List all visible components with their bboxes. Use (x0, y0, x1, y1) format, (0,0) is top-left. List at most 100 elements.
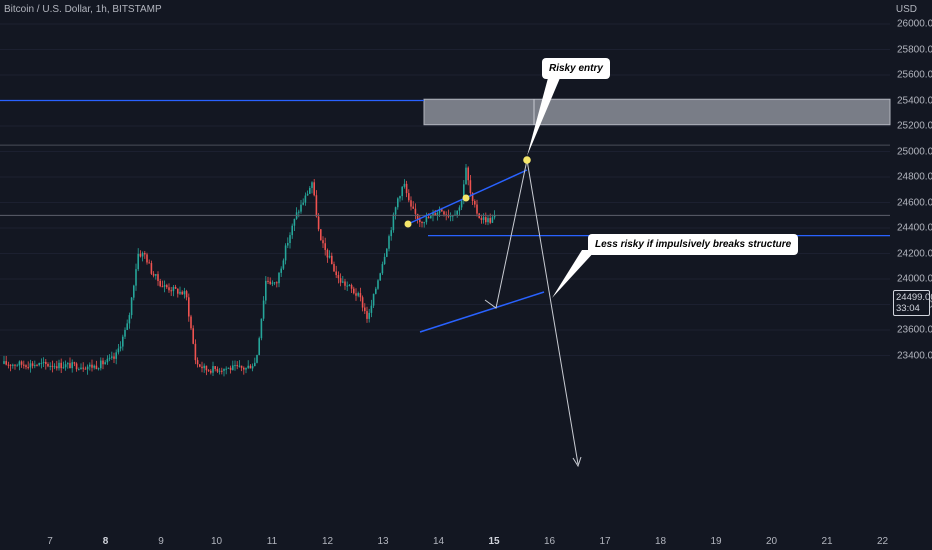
candle-body (229, 367, 232, 370)
x-axis-tick: 11 (266, 536, 278, 547)
candle-body (474, 200, 476, 205)
candle-body (267, 280, 269, 282)
bar-countdown: 33:04 (896, 303, 920, 314)
candle-body (236, 365, 238, 367)
candle-body (58, 362, 60, 369)
candle-body (144, 253, 146, 255)
candle-body (449, 215, 452, 217)
candle-body (280, 268, 282, 273)
candle-body (388, 236, 390, 249)
candle-body (141, 253, 144, 257)
currency-label: USD (895, 4, 917, 15)
y-axis-tick: 25600.00 (897, 69, 932, 81)
candle-body (119, 346, 122, 349)
candle-body (320, 229, 322, 241)
candle-body (480, 218, 483, 220)
candle-body (67, 363, 69, 365)
candle-body (335, 271, 337, 276)
candle-body (342, 281, 344, 283)
last-price-value: 24499.00 (896, 292, 932, 303)
candle-body (210, 370, 212, 373)
candle-body (25, 365, 27, 368)
candle-body (27, 367, 29, 369)
candle-body (75, 363, 78, 370)
candle-body (148, 262, 150, 264)
candle-body (223, 368, 225, 371)
candle-body (414, 208, 417, 214)
candle-body (377, 280, 379, 289)
x-axis-tick: 9 (158, 536, 164, 547)
y-axis-tick: 23600.00 (897, 324, 932, 336)
candle-body (212, 366, 214, 373)
candle-body (122, 336, 124, 347)
candle-body (38, 363, 40, 366)
candle-body (161, 286, 164, 288)
candle-body (36, 365, 38, 367)
candle-body (328, 255, 331, 258)
candle-body (372, 293, 375, 306)
candle-body (260, 318, 263, 339)
candle-body (14, 364, 16, 366)
candle-body (150, 263, 153, 274)
candle-body (111, 356, 113, 358)
x-axis-tick: 10 (210, 536, 223, 547)
risky-entry-callout[interactable]: Risky entry (542, 58, 610, 79)
candle-body (104, 362, 106, 365)
x-axis-tick: 15 (488, 536, 500, 547)
candle-body (254, 362, 256, 367)
candle-body (5, 361, 7, 365)
last-price-tag: 24499.00 33:04 (893, 290, 932, 316)
candle-body (86, 366, 89, 370)
y-axis-tick: 25800.00 (897, 44, 932, 55)
candle-body (179, 291, 181, 294)
candle-body (188, 297, 190, 317)
candle-body (291, 225, 293, 236)
candle-body (383, 256, 386, 265)
candle-body (331, 255, 333, 265)
candle-body (368, 312, 370, 319)
candle-body (62, 367, 65, 369)
candle-body (137, 253, 139, 270)
candle-body (293, 218, 296, 226)
candle-body (199, 364, 201, 367)
candle-body (465, 167, 467, 185)
candle-body (157, 274, 159, 281)
candle-body (317, 216, 320, 230)
candle-body (394, 207, 397, 215)
candle-body (390, 230, 392, 237)
candle-body (357, 293, 359, 296)
candle-body (419, 219, 421, 222)
candle-body (482, 217, 485, 220)
y-axis-tick: 25200.00 (897, 120, 932, 132)
projection-path (484, 159, 579, 465)
candle-body (408, 193, 410, 201)
y-axis-tick: 24400.00 (897, 222, 932, 234)
candle-body (339, 278, 342, 283)
x-axis-tick: 21 (821, 536, 833, 547)
candle-body (100, 360, 102, 369)
candle-body (353, 288, 355, 294)
candle-body (155, 274, 157, 276)
x-axis-tick: 12 (321, 536, 334, 547)
candle-body (216, 369, 219, 372)
candle-body (289, 235, 291, 244)
candle-body (243, 367, 245, 370)
y-axis-tick: 23400.00 (897, 350, 932, 361)
y-axis-tick: 24600.00 (897, 197, 932, 208)
candle-body (170, 290, 172, 292)
candle-body (271, 282, 274, 284)
candle-body (436, 212, 439, 216)
less-risky-callout[interactable]: Less risky if impulsively breaks structu… (588, 234, 799, 255)
candle-body (7, 364, 10, 366)
candle-body (350, 285, 353, 289)
candle-body (452, 215, 454, 217)
candle-body (399, 196, 401, 199)
candle-body (366, 311, 368, 319)
candle-body (265, 280, 267, 301)
candle-body (333, 264, 335, 272)
candle-body (73, 362, 76, 364)
entry-marker (523, 156, 531, 164)
candle-body (410, 200, 412, 207)
